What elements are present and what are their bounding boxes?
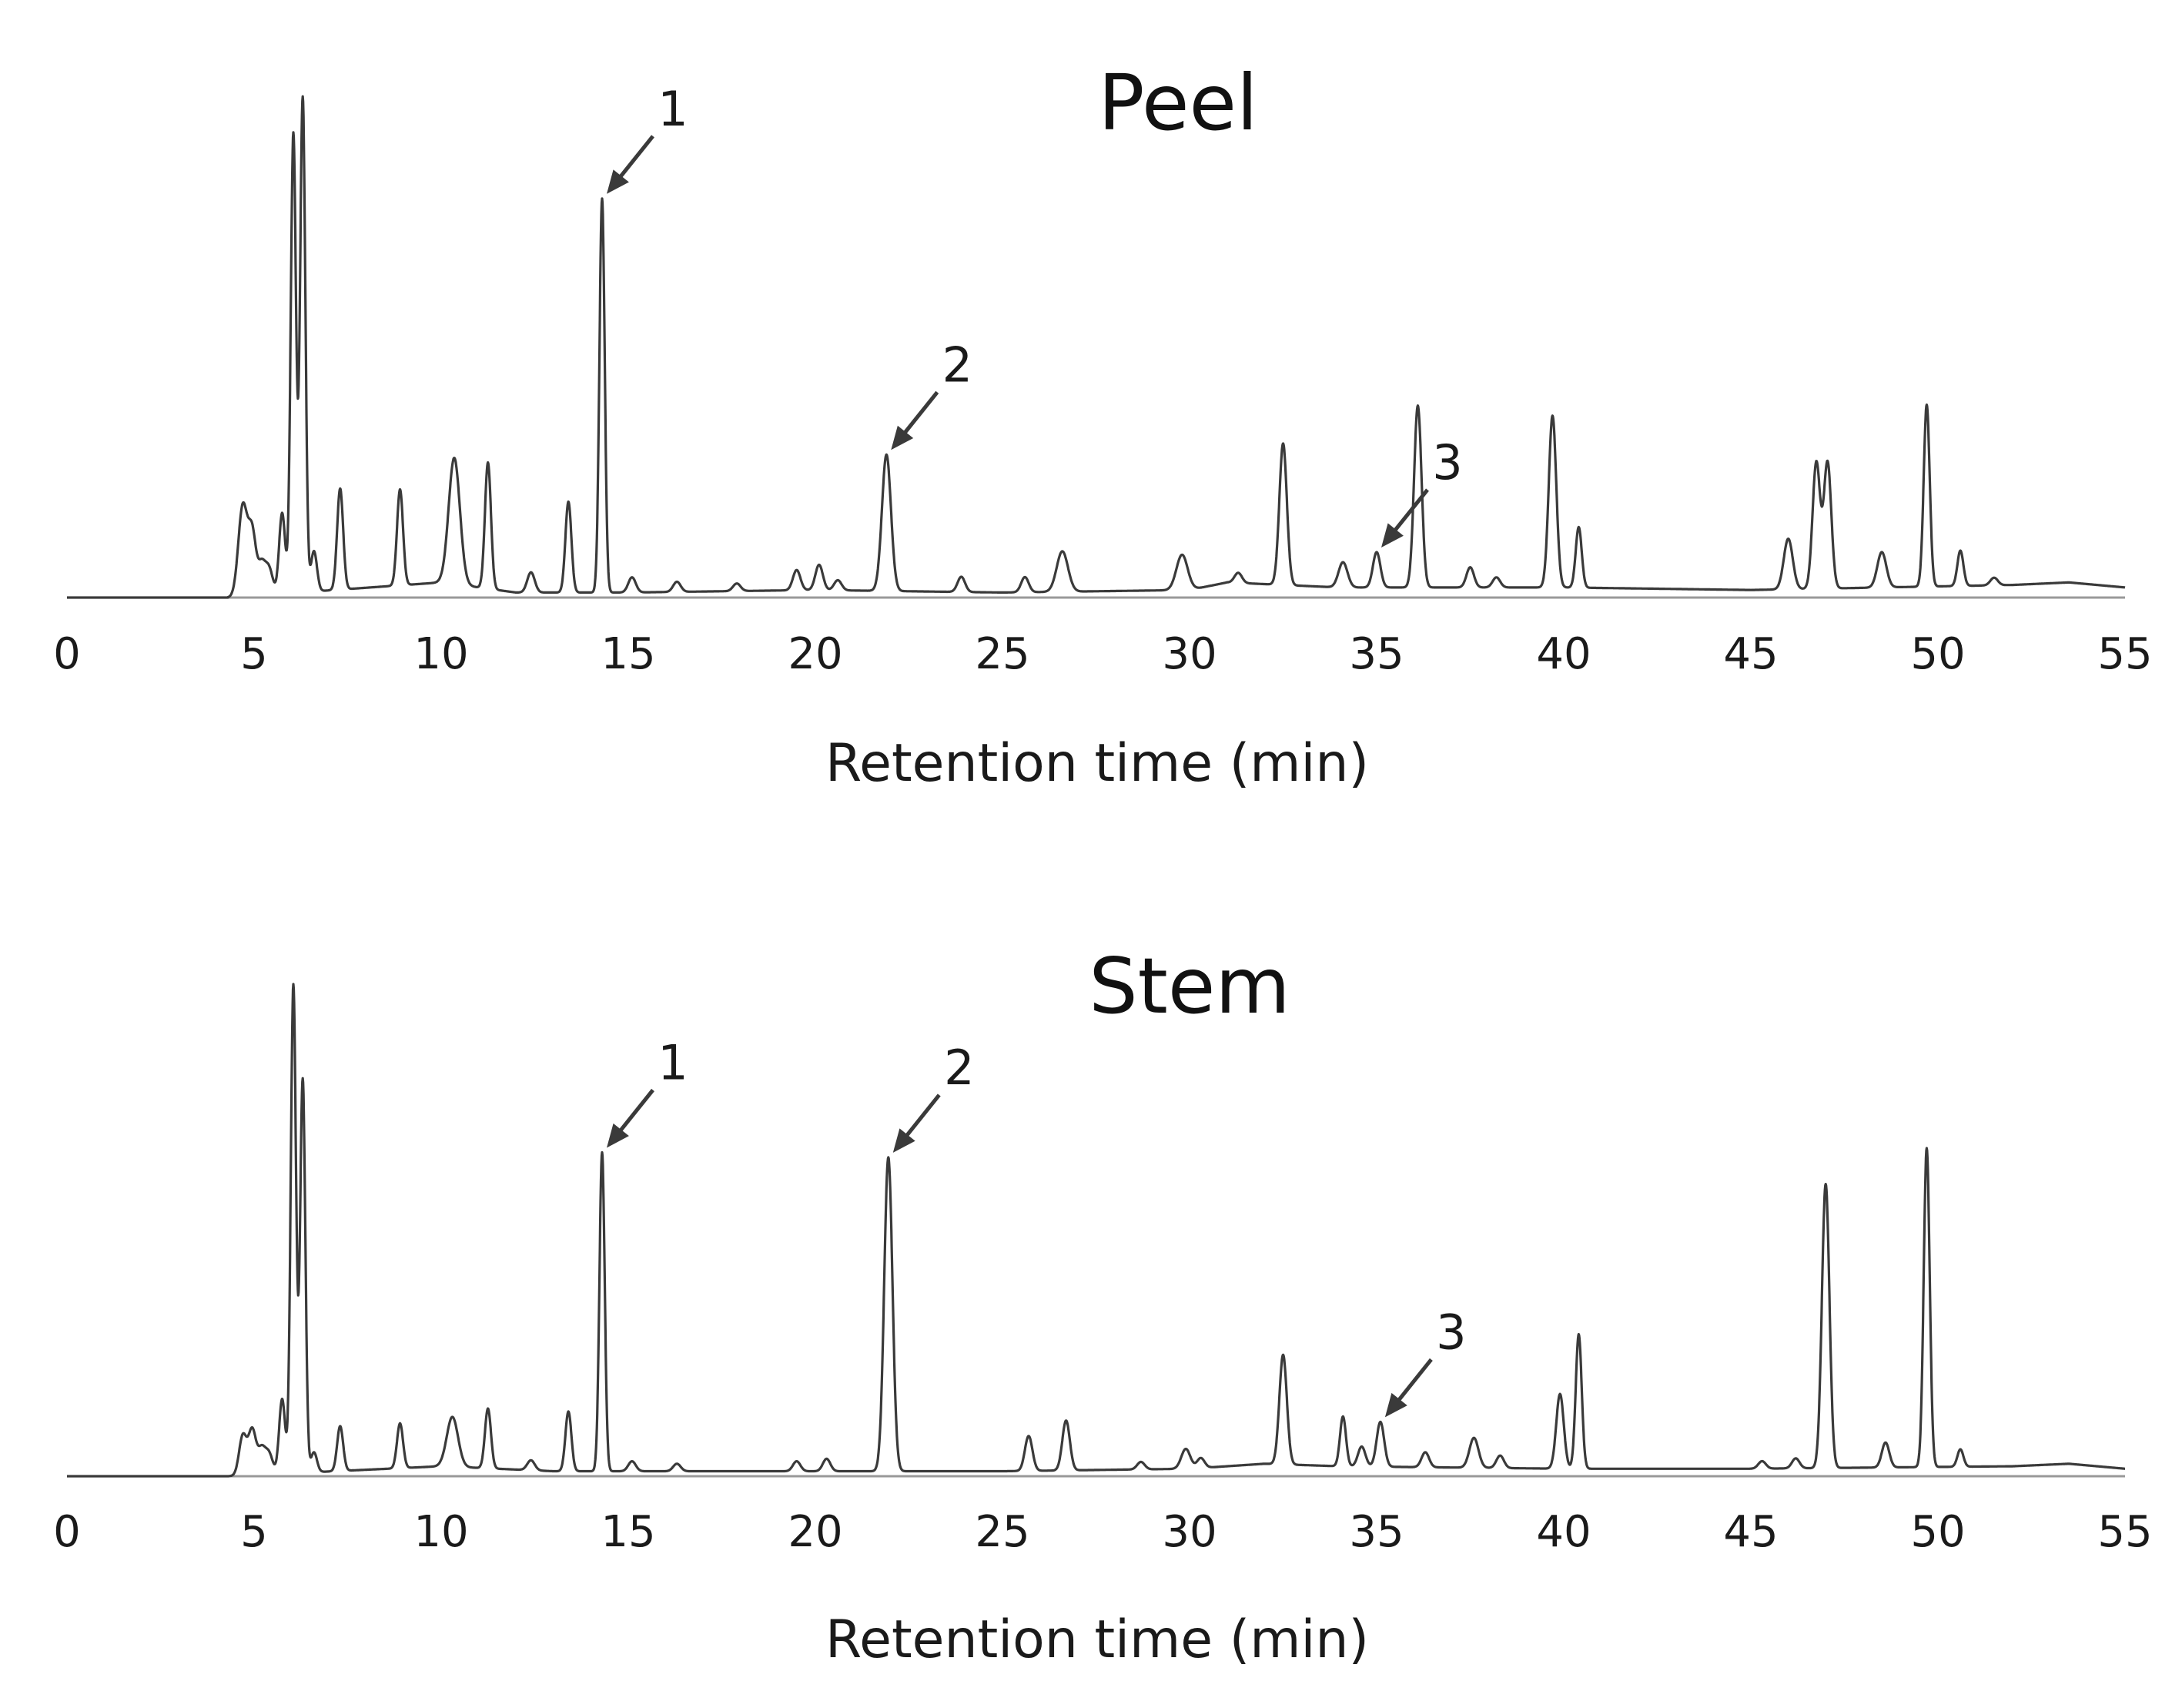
peak-arrow-head xyxy=(607,1123,629,1148)
stem-tick-label: 20 xyxy=(788,1507,842,1557)
stem-tick-label: 25 xyxy=(975,1507,1029,1557)
stem-panel-title: Stem xyxy=(1089,941,1290,1031)
peak-arrow-shaft xyxy=(1394,1358,1433,1405)
peak-arrow-head xyxy=(1384,1392,1407,1418)
peel-tick-label: 40 xyxy=(1536,629,1591,679)
peel-tick-label: 15 xyxy=(601,629,655,679)
stem-tick-label: 40 xyxy=(1536,1507,1591,1557)
peel-tick-label: 5 xyxy=(240,629,268,679)
peak-arrow-shaft xyxy=(902,1093,941,1140)
peel-peak-annotations: 1 2 3 xyxy=(607,81,1463,548)
peel-panel-title: Peel xyxy=(1098,58,1258,148)
peak-label: 2 xyxy=(942,337,972,393)
peak-annotation-2: 2 xyxy=(891,337,972,450)
peel-panel: Peel 0 5 10 15 20 25 30 35 40 45 50 55 R… xyxy=(53,58,2152,794)
stem-x-axis-title: Retention time (min) xyxy=(825,1609,1369,1670)
peak-arrow-head xyxy=(891,425,914,450)
peak-annotation-1: 1 xyxy=(607,81,688,194)
peel-tick-label: 25 xyxy=(975,629,1029,679)
stem-tick-label: 5 xyxy=(240,1507,268,1557)
peak-annotation-1: 1 xyxy=(607,1035,688,1148)
peak-annotation-3: 3 xyxy=(1384,1304,1467,1418)
stem-tick-label: 15 xyxy=(601,1507,655,1557)
peel-x-axis-title: Retention time (min) xyxy=(825,733,1369,794)
peak-label: 1 xyxy=(658,1035,688,1091)
stem-tick-label: 0 xyxy=(53,1507,81,1557)
peak-arrow-head xyxy=(607,169,629,194)
peel-tick-label: 20 xyxy=(788,629,842,679)
peel-tick-labels: 0 5 10 15 20 25 30 35 40 45 50 55 xyxy=(53,629,2152,679)
peel-tick-label: 10 xyxy=(413,629,468,679)
peak-arrow-shaft xyxy=(1391,488,1429,534)
peak-annotation-3: 3 xyxy=(1381,434,1463,548)
stem-tick-label: 10 xyxy=(413,1507,468,1557)
peak-arrow-shaft xyxy=(901,390,939,437)
stem-tick-label: 50 xyxy=(1910,1507,1965,1557)
stem-chromatogram-trace xyxy=(67,983,2127,1478)
peak-arrow-head xyxy=(892,1128,915,1153)
peak-label: 1 xyxy=(658,81,688,137)
peel-tick-label: 0 xyxy=(53,629,81,679)
peel-tick-label: 35 xyxy=(1349,629,1404,679)
peak-arrow-shaft xyxy=(617,1088,654,1135)
stem-panel: Stem 0 5 10 15 20 25 30 35 40 45 50 55 R… xyxy=(53,941,2152,1670)
stem-tick-label: 55 xyxy=(2097,1507,2152,1557)
peel-tick-label: 45 xyxy=(1723,629,1778,679)
peak-label: 3 xyxy=(1432,434,1462,491)
peak-label: 2 xyxy=(944,1040,974,1096)
stem-tick-label: 45 xyxy=(1723,1507,1778,1557)
stem-tick-label: 30 xyxy=(1162,1507,1217,1557)
peak-arrow-head xyxy=(1381,523,1404,548)
stem-tick-labels: 0 5 10 15 20 25 30 35 40 45 50 55 xyxy=(53,1507,2152,1557)
peel-chromatogram-trace xyxy=(67,95,2127,599)
peak-label: 3 xyxy=(1436,1304,1466,1360)
stem-tick-label: 35 xyxy=(1349,1507,1404,1557)
stem-peak-annotations: 1 2 3 xyxy=(607,1035,1467,1418)
peel-tick-label: 55 xyxy=(2097,629,2152,679)
peak-annotation-2: 2 xyxy=(892,1040,975,1153)
peel-tick-label: 50 xyxy=(1910,629,1965,679)
peel-tick-label: 30 xyxy=(1162,629,1217,679)
peak-arrow-shaft xyxy=(617,135,654,181)
